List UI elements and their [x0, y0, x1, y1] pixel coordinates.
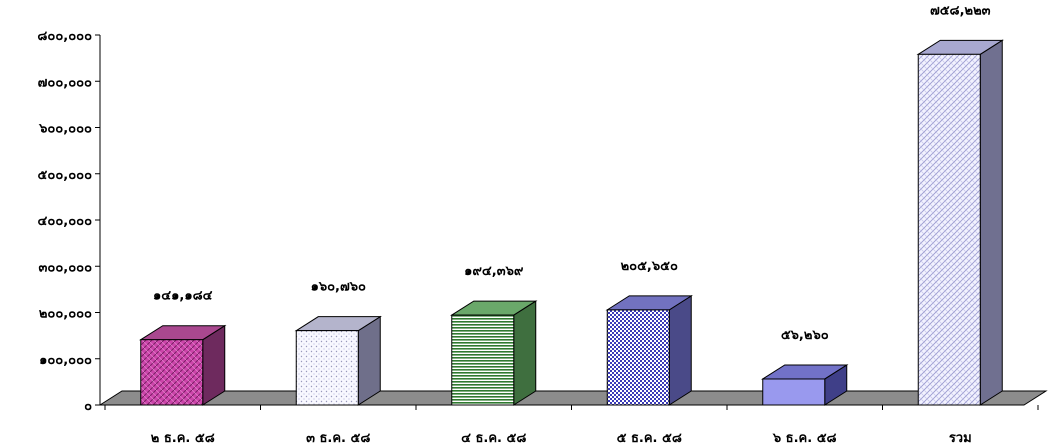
y-tick-label: ๒๐๐,๐๐๐: [39, 307, 92, 322]
bar-side: [979, 39, 1003, 406]
x-tick-label: รวม: [949, 431, 972, 446]
bar-side: [357, 315, 381, 406]
bar: [294, 315, 382, 406]
data-label: ๑๙๔,๓๖๙: [464, 264, 524, 279]
data-label: ๕๖,๒๖๐: [781, 328, 829, 343]
y-tick-label: ๗๐๐,๐๐๐: [38, 75, 92, 90]
data-label: ๒๐๕,๖๕๐: [621, 259, 678, 274]
bar: [916, 39, 1004, 406]
bar-front: [295, 330, 359, 406]
data-label: ๑๔๑,๑๘๔: [153, 289, 213, 304]
data-label: ๑๖๐,๗๖๐: [311, 280, 366, 295]
bar-front: [451, 314, 515, 406]
y-tick-label: ๑๐๐,๐๐๐: [39, 353, 92, 368]
y-tick-label: ๐: [84, 399, 92, 414]
bar: [450, 300, 538, 406]
x-tick-label: ๕ ธ.ค. ๕๘: [617, 431, 682, 446]
y-tick-label: ๘๐๐,๐๐๐: [37, 29, 92, 44]
bar-side: [513, 300, 537, 406]
x-tick-label: ๒ ธ.ค. ๕๘: [151, 431, 215, 446]
bar-front: [917, 53, 981, 406]
bar-side: [668, 294, 692, 406]
data-label: ๗๕๘,๒๒๓: [930, 3, 991, 18]
bar: [139, 324, 227, 406]
y-tick-label: ๔๐๐,๐๐๐: [38, 214, 93, 229]
x-tick-label: ๔ ธ.ค. ๕๘: [461, 431, 526, 446]
bar-front: [140, 339, 204, 406]
bar-front: [762, 378, 826, 406]
y-tick-label: ๓๐๐,๐๐๐: [39, 260, 93, 275]
x-tick-label: ๓ ธ.ค. ๕๘: [306, 431, 370, 446]
x-tick-label: ๖ ธ.ค. ๕๘: [772, 431, 837, 446]
y-tick-label: ๖๐๐,๐๐๐: [38, 122, 92, 137]
chart-floor: [98, 390, 1048, 406]
bar: [761, 364, 849, 406]
bar-front: [606, 309, 670, 406]
bar: [605, 294, 693, 406]
y-tick-label: ๕๐๐,๐๐๐: [38, 168, 93, 183]
